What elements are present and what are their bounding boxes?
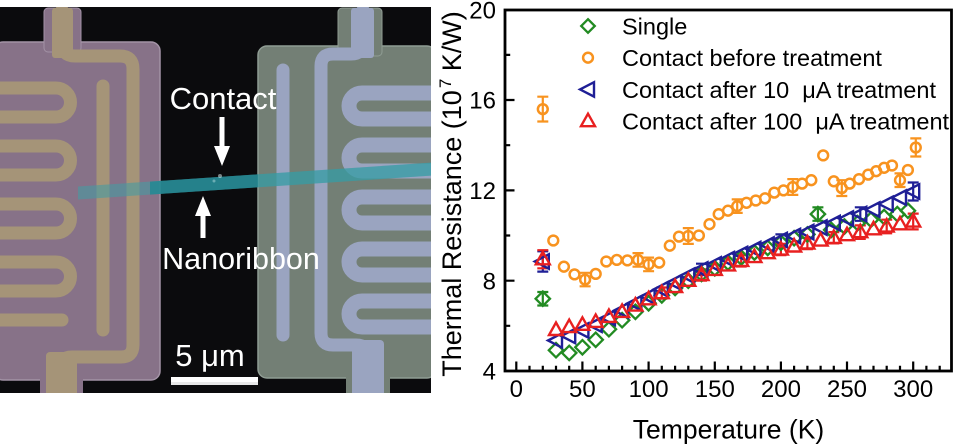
svg-text:Contact: Contact (170, 81, 277, 116)
svg-text:20: 20 (469, 0, 496, 24)
svg-text:0: 0 (510, 376, 523, 403)
svg-text:Thermal Resistance (107 K/W): Thermal Resistance (107 K/W) (436, 11, 467, 377)
svg-text:Contact before treatment: Contact before treatment (622, 45, 882, 71)
svg-text:4: 4 (483, 359, 496, 386)
svg-text:12: 12 (469, 178, 496, 205)
svg-text:Temperature (K): Temperature (K) (633, 415, 824, 445)
svg-text:Contact after 100 μA treatmen: Contact after 100 μA treatment (622, 109, 950, 135)
svg-text:100: 100 (629, 376, 669, 403)
svg-text:8: 8 (483, 268, 496, 295)
svg-text:Nanoribbon: Nanoribbon (162, 242, 320, 276)
svg-text:5 μm: 5 μm (175, 338, 245, 373)
svg-text:50: 50 (569, 376, 596, 403)
svg-text:150: 150 (695, 376, 735, 403)
svg-text:200: 200 (761, 376, 801, 403)
svg-text:Single: Single (622, 13, 687, 39)
svg-text:300: 300 (893, 376, 933, 403)
svg-text:Contact after 10 μA treatment: Contact after 10 μA treatment (622, 77, 936, 103)
svg-text:16: 16 (469, 88, 496, 115)
svg-text:250: 250 (827, 376, 867, 403)
